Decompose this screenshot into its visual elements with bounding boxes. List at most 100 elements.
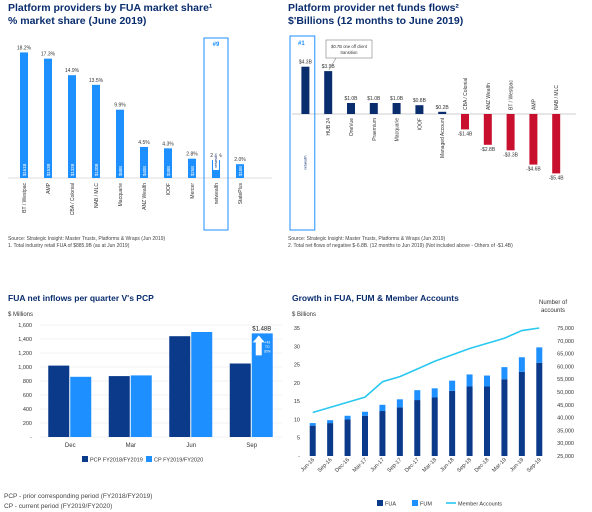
annotation-label: $1.48B xyxy=(252,326,271,332)
bar-value-label: 4.5% xyxy=(138,140,150,146)
y-tick-label: 25 xyxy=(294,363,300,369)
x-tick-label: Sep-18 xyxy=(456,457,473,474)
y-tick-label: 30 xyxy=(294,344,300,350)
y-tick-label: 35 xyxy=(294,326,300,332)
netwealth-logo xyxy=(302,150,309,170)
x-tick-label: Sep-16 xyxy=(317,457,334,474)
fum-bar-jun-18 xyxy=(449,380,456,391)
category-label: BT / Westpac xyxy=(22,183,28,213)
flow-bar-hub-24 xyxy=(324,71,333,114)
callout-pointer xyxy=(328,57,337,71)
flow-value-label: $0.8B xyxy=(413,98,427,104)
fum-bar-mar-17 xyxy=(362,411,368,416)
x-tick-label: Sep-19 xyxy=(526,457,543,474)
flow-value-label: $1.0B xyxy=(367,96,381,102)
bar-amp xyxy=(44,58,52,178)
fua-bar-sep-19 xyxy=(536,362,543,456)
fum-bar-dec-18 xyxy=(484,375,490,387)
bar-macquarie xyxy=(116,109,124,178)
x-tick-label: Mar-18 xyxy=(422,457,439,474)
x-tick-label: Jun-18 xyxy=(439,457,455,473)
netwealth-logo-text: netwealth xyxy=(214,153,218,168)
member-accounts-line xyxy=(312,327,540,414)
legend-swatch-cp xyxy=(146,456,152,462)
y-tick-label: 15 xyxy=(294,399,300,405)
bar-nab-mlc xyxy=(92,84,100,178)
x-tick-label: Mar xyxy=(126,443,136,449)
callout-text: transition xyxy=(341,50,359,55)
legend-swatch-pcp xyxy=(82,456,88,462)
y-tick-label: 1,600 xyxy=(18,323,32,329)
bar-value-label: 4.3% xyxy=(162,141,174,147)
x-tick-label: Dec-18 xyxy=(474,457,491,474)
bar-value-label: 17.3% xyxy=(41,52,56,58)
bar-value-label: 2.0% xyxy=(234,157,246,163)
fum-bar-sep-16 xyxy=(327,420,334,424)
x-tick-label: Sep-17 xyxy=(386,457,403,474)
fua-bar-jun-18 xyxy=(449,390,456,456)
bar-value-label: 2.8% xyxy=(186,152,198,158)
flow-value-label: $3.9B xyxy=(322,64,336,70)
y-tick-label: 1,000 xyxy=(18,365,32,371)
flow-bar-onevue xyxy=(347,103,355,114)
fum-bar-jun-16 xyxy=(309,423,316,426)
flow-bar-cba-colonial xyxy=(461,114,469,130)
bar-inner-label: $153B xyxy=(46,163,51,176)
y-axis-title: $ Millions xyxy=(8,312,33,318)
flow-category-label: ANZ Wealth xyxy=(486,83,492,110)
fum-bar-jun-19 xyxy=(518,357,525,372)
fua-bar-sep-17 xyxy=(396,407,403,456)
y-tick-label: 400 xyxy=(23,407,32,413)
flow-category-label: AMP xyxy=(531,99,537,111)
flow-category-label: Managed Account xyxy=(440,117,446,158)
flow-category-label: CBA / Colonial xyxy=(463,78,469,110)
bar-value-label: 9.9% xyxy=(114,103,126,109)
flow-value-label: -$5.4B xyxy=(549,175,564,181)
fua-bar-dec-16 xyxy=(344,419,351,456)
flow-category-label: Macquarie xyxy=(395,118,401,142)
panel3-footnote-2: CP - current period (FY2019/FY2020) xyxy=(4,503,113,510)
flow-bar-praemium xyxy=(369,103,378,114)
panel2-title-2: $'Billions (12 months to June 2019) xyxy=(288,15,464,27)
fua-bar-jun-16 xyxy=(309,425,316,456)
flow-bar-netwealth xyxy=(301,66,310,114)
flow-category-label: HUB 24 xyxy=(326,118,332,136)
fua-bar-jun-19 xyxy=(518,371,525,456)
flow-category-label: IOOF xyxy=(417,118,423,130)
panel1-source: Source: Strategic Insight: Master Trusts… xyxy=(8,236,166,242)
flow-category-label: NAB / MLC xyxy=(554,85,560,110)
arrow-text: 30% xyxy=(264,349,271,353)
fua-bar-mar-19 xyxy=(501,379,508,456)
highlight-box xyxy=(203,37,229,231)
category-label: AMP xyxy=(46,182,52,194)
pcp-bar-mar xyxy=(108,376,130,437)
x-tick-label: Jun-17 xyxy=(370,457,386,473)
fua-bar-sep-18 xyxy=(466,386,473,456)
y-tick-label: - xyxy=(298,454,300,460)
flow-value-label: -$3.3B xyxy=(503,152,518,158)
y2-tick-label: 35,000 xyxy=(557,428,574,434)
bar-ioof xyxy=(164,148,172,178)
bar-inner-label: $88B xyxy=(118,166,123,176)
x-tick-label: Dec-16 xyxy=(334,457,351,474)
y-tick-label: 20 xyxy=(294,381,300,387)
fua-bar-jun-17 xyxy=(379,411,386,456)
cp-bar-sep xyxy=(251,333,273,437)
panel3-title: FUA net inflows per quarter V's PCP xyxy=(8,293,154,303)
panel4-title: Growth in FUA, FUM & Member Accounts xyxy=(292,293,459,303)
legend-swatch-fua xyxy=(377,500,383,506)
legend-label: Member Accounts xyxy=(458,502,502,508)
panel2-source: Source: Strategic Insight: Master Trusts… xyxy=(288,236,446,242)
highlight-box xyxy=(289,35,316,231)
pcp-bar-sep xyxy=(229,363,251,437)
flow-bar-bt-westpac xyxy=(506,114,515,151)
bar-stateplus xyxy=(236,164,244,178)
x-tick-label: Jun xyxy=(186,443,196,449)
flow-value-label: $0.2B xyxy=(436,105,450,111)
netwealth-logo-text: netwealth xyxy=(304,155,308,170)
category-label: Macquarie xyxy=(118,183,124,207)
y2-tick-label: 45,000 xyxy=(557,403,574,409)
y-tick-label: 800 xyxy=(23,379,32,385)
fum-bar-mar-18 xyxy=(431,388,438,398)
y2-tick-label: 40,000 xyxy=(557,416,574,422)
